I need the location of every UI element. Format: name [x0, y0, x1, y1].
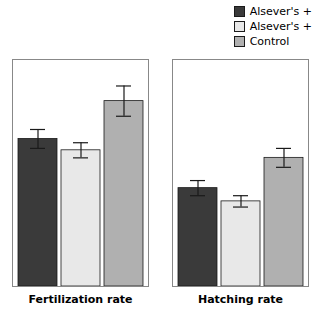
svg-text:Fertilization rate: Fertilization rate — [28, 293, 132, 306]
svg-text:Hatching rate: Hatching rate — [198, 293, 283, 306]
html-text:Alsever's +: Alsever's + — [249, 20, 312, 33]
html-text:Control: Control — [249, 35, 290, 48]
html-text:Alsever's +: Alsever's + — [249, 5, 312, 18]
